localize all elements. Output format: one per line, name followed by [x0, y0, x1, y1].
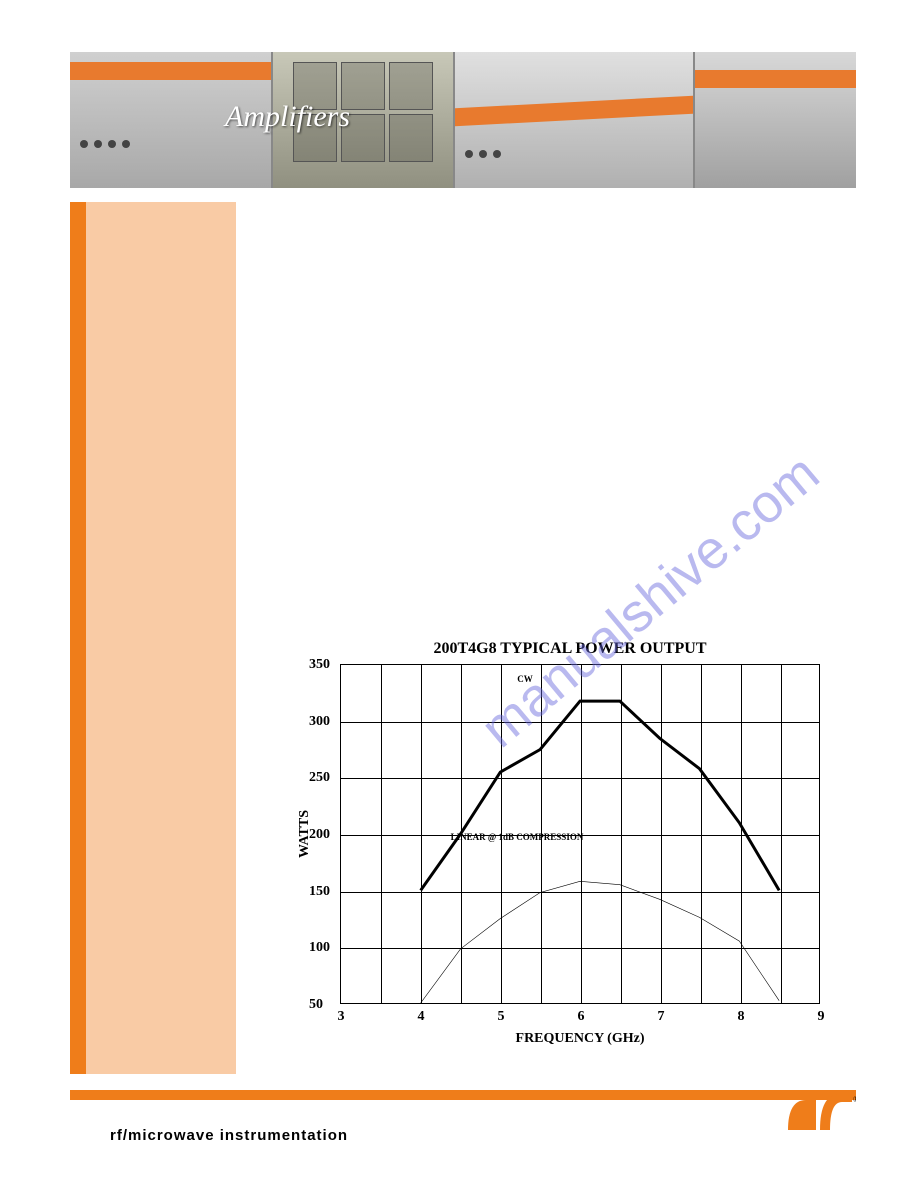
x-tick-label: 3 — [338, 1009, 345, 1025]
chart-plot-area: WATTS FREQUENCY (GHz) 345678950100150200… — [340, 664, 820, 1004]
gridline-h — [341, 948, 819, 949]
y-tick-label: 350 — [309, 657, 330, 673]
y-tick-label: 200 — [309, 827, 330, 843]
gridline-h — [341, 722, 819, 723]
x-tick-label: 6 — [578, 1009, 585, 1025]
gridline-v — [741, 665, 742, 1003]
x-tick-label: 7 — [658, 1009, 665, 1025]
gridline-v-minor — [621, 665, 622, 1003]
series-line-CW — [421, 701, 779, 890]
y-tick-label: 300 — [309, 714, 330, 730]
gridline-h — [341, 892, 819, 893]
x-tick-label: 4 — [418, 1009, 425, 1025]
brand-logo: ® — [786, 1092, 856, 1132]
left-orange-bar — [70, 202, 86, 1074]
equip-knobs — [80, 140, 261, 148]
gridline-v-minor — [701, 665, 702, 1003]
x-tick-label: 8 — [738, 1009, 745, 1025]
chart-title: 200T4G8 TYPICAL POWER OUTPUT — [290, 640, 850, 658]
equip-stripe — [695, 70, 856, 88]
y-tick-label: 250 — [309, 770, 330, 786]
gridline-h — [341, 778, 819, 779]
power-output-chart: 200T4G8 TYPICAL POWER OUTPUT WATTS FREQU… — [290, 640, 850, 1040]
equip-stripe — [455, 96, 693, 126]
y-tick-label: 50 — [309, 997, 323, 1013]
series-label-CW: CW — [517, 674, 533, 684]
footer-orange-bar — [70, 1090, 856, 1100]
header-equip-3 — [453, 52, 693, 188]
x-axis-title: FREQUENCY (GHz) — [516, 1031, 645, 1047]
series-line-LINEAR_1DB — [421, 881, 779, 1003]
gridline-v-minor — [381, 665, 382, 1003]
svg-text:®: ® — [853, 1095, 856, 1104]
x-tick-label: 9 — [818, 1009, 825, 1025]
gridline-v-minor — [781, 665, 782, 1003]
y-tick-label: 150 — [309, 884, 330, 900]
y-tick-label: 100 — [309, 940, 330, 956]
header-equip-4 — [693, 52, 856, 188]
header-photo-band — [70, 52, 856, 188]
gridline-v — [661, 665, 662, 1003]
x-tick-label: 5 — [498, 1009, 505, 1025]
left-peach-panel — [86, 202, 236, 1074]
footer-text: rf/microwave instrumentation — [110, 1127, 348, 1144]
equip-knobs — [465, 150, 683, 158]
series-label-LINEAR_1DB: LINEAR @ 1dB COMPRESSION — [451, 832, 584, 842]
header-title: Amplifiers — [225, 100, 350, 134]
equip-stripe — [70, 62, 271, 80]
gridline-v — [421, 665, 422, 1003]
